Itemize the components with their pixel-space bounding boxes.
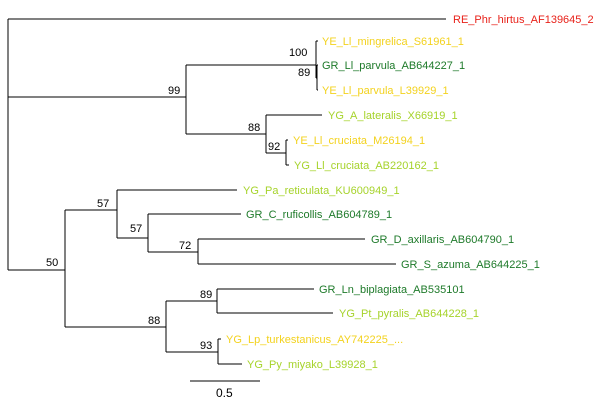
leaf-label-s-azuma: GR_S_azuma_AB644225_1 (401, 259, 540, 271)
leaf-label-ye-ll-parvula: YE_Ll_parvula_L39929_1 (322, 85, 449, 97)
support-value-99: 99 (168, 85, 180, 97)
leaf-label-lp-turkestanicus: YG_Lp_turkestanicus_AY742225_... (226, 334, 403, 346)
support-value-100: 100 (289, 47, 307, 59)
leaf-label-ye-ll-cruciata: YE_Ll_cruciata_M26194_1 (293, 135, 425, 147)
leaf-label-pa-reticulata: YG_Pa_reticulata_KU600949_1 (243, 185, 400, 197)
leaf-label-gr-ll-parvula: GR_Ll_parvula_AB644227_1 (322, 60, 465, 72)
leaf-label-pt-pyralis: YG_Pt_pyralis_AB644228_1 (339, 308, 479, 320)
support-value-89-biplagiata: 89 (200, 289, 212, 301)
support-value-92: 92 (268, 141, 280, 153)
leaf-label-yg-ll-cruciata: YG_Ll_cruciata_AB220162_1 (294, 160, 439, 172)
leaf-label-ln-biplagiata: GR_Ln_biplagiata_AB535101 (319, 284, 465, 296)
support-value-50: 50 (46, 257, 58, 269)
support-value-88-lateralis: 88 (248, 122, 260, 134)
leaf-label-phr-hirtus: RE_Phr_hirtus_AF139645_2 (453, 14, 594, 26)
support-value-93: 93 (200, 340, 212, 352)
leaf-label-a-lateralis: YG_A_lateralis_X66919_1 (328, 110, 458, 122)
support-value-88-lower: 88 (148, 315, 160, 327)
support-value-57-lower: 57 (130, 223, 142, 235)
support-value-89-parvula: 89 (298, 67, 310, 79)
leaf-label-py-miyako: YG_Py_miyako_L39928_1 (247, 359, 378, 371)
leaf-label-c-ruficollis: GR_C_ruficollis_AB604789_1 (246, 209, 392, 221)
support-value-72: 72 (179, 240, 191, 252)
scale-bar-label: 0.5 (216, 386, 233, 400)
leaf-label-ll-mingrelica: YE_Ll_mingrelica_S61961_1 (322, 36, 464, 48)
support-value-57-upper: 57 (97, 198, 109, 210)
leaf-label-d-axillaris: GR_D_axillaris_AB604790_1 (371, 234, 514, 246)
